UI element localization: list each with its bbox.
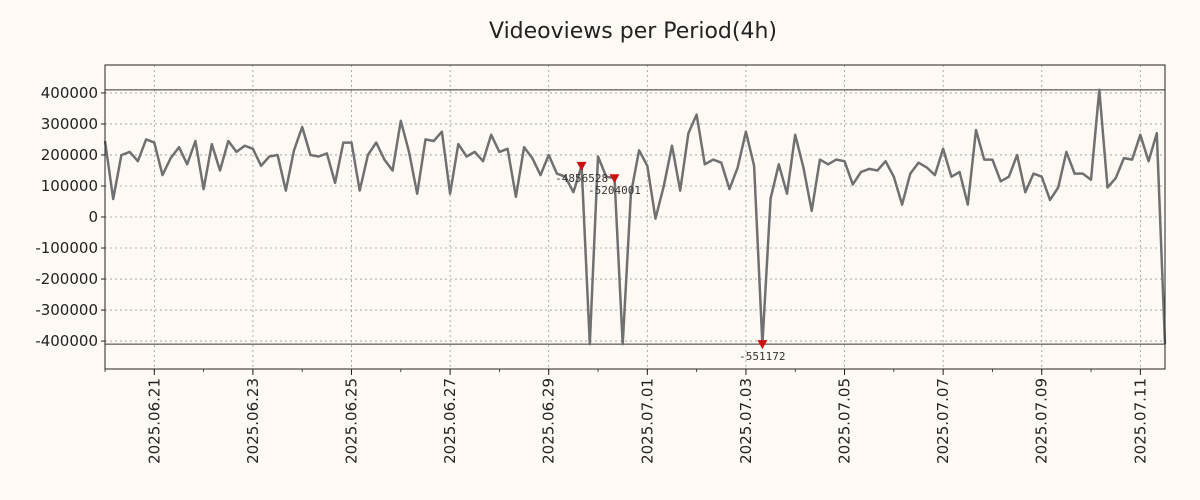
reference-lines	[105, 89, 1165, 345]
x-tick-label: 2025.06.23	[244, 378, 262, 464]
x-tick-label: 2025.06.27	[441, 378, 459, 464]
marker-value-label: -5204001	[588, 184, 641, 197]
y-tick-label: 0	[88, 208, 98, 226]
chart-title: Videoviews per Period(4h)	[489, 19, 777, 44]
x-tick-label: 2025.06.29	[540, 378, 558, 464]
marker-value-label: -25263365	[1136, 0, 1196, 3]
marker-value-label: -4856528	[555, 172, 608, 185]
marker-value-label: -551172	[739, 350, 785, 363]
y-tick-label: -100000	[35, 239, 98, 257]
y-tick-label: -200000	[35, 270, 98, 288]
grid-lines	[105, 65, 1165, 369]
series-line	[103, 88, 1167, 346]
x-tick-label: 2025.07.01	[638, 378, 656, 464]
y-tick-label: -300000	[35, 301, 98, 319]
y-tick-label: 200000	[41, 146, 98, 164]
y-axis: 400000 300000 200000 100000 0 -100000 -200000 -…	[35, 84, 105, 350]
marker-value-label: 25841465	[1143, 0, 1196, 3]
x-tick-label: 2025.07.09	[1033, 378, 1051, 464]
plot-frame	[104, 64, 1166, 370]
x-tick-label: 2025.06.21	[145, 378, 163, 464]
clip-marker	[757, 340, 768, 350]
clip-marker	[576, 161, 587, 171]
y-tick-label: 400000	[41, 84, 98, 102]
x-tick-label: 2025.07.07	[934, 378, 952, 464]
x-tick-label: 2025.07.05	[836, 378, 854, 464]
y-tick-label: 100000	[41, 177, 98, 195]
clip-marker	[609, 174, 620, 184]
series-group	[103, 88, 1167, 346]
markers-group: -4856528-5204001 -551172 25841465-25263365	[555, 0, 1196, 363]
x-tick-label: 2025.07.11	[1131, 378, 1149, 464]
x-tick-label: 2025.07.03	[737, 378, 755, 464]
y-tick-label: -400000	[35, 332, 98, 350]
x-axis: 2025.06.21 2025.06.23 2025.06.25 2025.06.27…	[104, 369, 1149, 464]
y-tick-label: 300000	[41, 115, 98, 133]
x-tick-label: 2025.06.25	[343, 378, 361, 464]
